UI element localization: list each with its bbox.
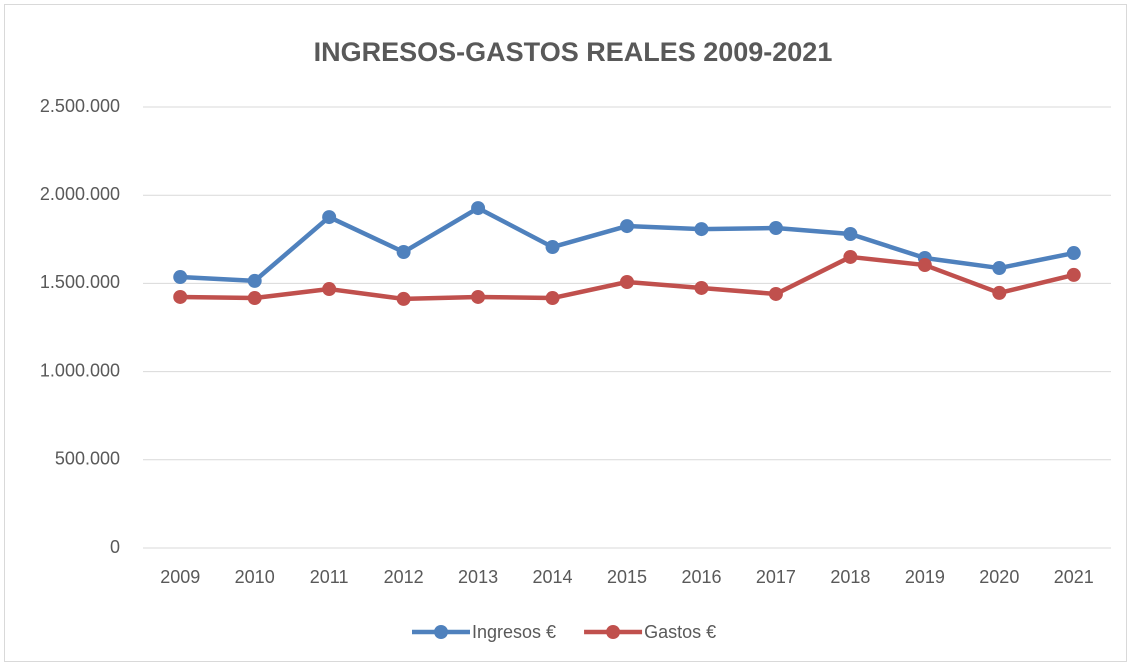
marker bbox=[694, 222, 709, 237]
marker bbox=[620, 219, 634, 234]
marker bbox=[322, 210, 337, 225]
y-tick-label: 1.000.000 bbox=[40, 360, 120, 380]
marker bbox=[322, 282, 337, 297]
x-tick-label: 2013 bbox=[458, 567, 498, 587]
marker bbox=[471, 289, 486, 304]
marker bbox=[471, 201, 486, 216]
legend-marker bbox=[434, 625, 448, 639]
marker bbox=[620, 274, 634, 289]
x-tick-label: 2021 bbox=[1054, 567, 1094, 587]
marker bbox=[843, 249, 858, 264]
marker bbox=[247, 291, 262, 306]
marker bbox=[396, 245, 411, 260]
marker bbox=[992, 285, 1007, 300]
x-tick-label: 2014 bbox=[533, 567, 573, 587]
x-tick-label: 2012 bbox=[384, 567, 424, 587]
legend-marker bbox=[606, 625, 621, 639]
marker bbox=[694, 280, 709, 295]
marker bbox=[1066, 246, 1081, 261]
marker bbox=[247, 273, 262, 288]
chart-border bbox=[4, 4, 1127, 662]
x-tick-label: 2020 bbox=[979, 567, 1019, 587]
x-tick-label: 2016 bbox=[681, 567, 721, 587]
legend-label: Gastos € bbox=[644, 622, 716, 642]
x-tick-label: 2011 bbox=[310, 567, 349, 587]
x-tick-label: 2019 bbox=[905, 567, 945, 587]
chart-title: INGRESOS-GASTOS REALES 2009-2021 bbox=[314, 37, 833, 67]
x-tick-label: 2018 bbox=[830, 567, 870, 587]
x-tick-label: 2009 bbox=[160, 567, 200, 587]
marker bbox=[396, 291, 411, 306]
legend-label: Ingresos € bbox=[472, 622, 556, 642]
marker bbox=[992, 261, 1007, 276]
x-tick-label: 2010 bbox=[235, 567, 275, 587]
y-tick-label: 2.000.000 bbox=[40, 184, 120, 204]
marker bbox=[843, 227, 858, 242]
y-tick-label: 0 bbox=[110, 537, 120, 557]
marker bbox=[173, 270, 188, 285]
x-tick-label: 2017 bbox=[756, 567, 796, 587]
x-tick-label: 2015 bbox=[607, 567, 647, 587]
marker bbox=[917, 258, 932, 273]
marker bbox=[768, 286, 783, 301]
y-tick-label: 2.500.000 bbox=[40, 96, 120, 116]
marker bbox=[1066, 267, 1081, 282]
marker bbox=[768, 221, 783, 236]
marker bbox=[173, 289, 188, 304]
y-tick-label: 500.000 bbox=[55, 449, 120, 469]
marker bbox=[545, 240, 560, 255]
y-tick-label: 1.500.000 bbox=[40, 272, 120, 292]
marker bbox=[545, 291, 560, 306]
